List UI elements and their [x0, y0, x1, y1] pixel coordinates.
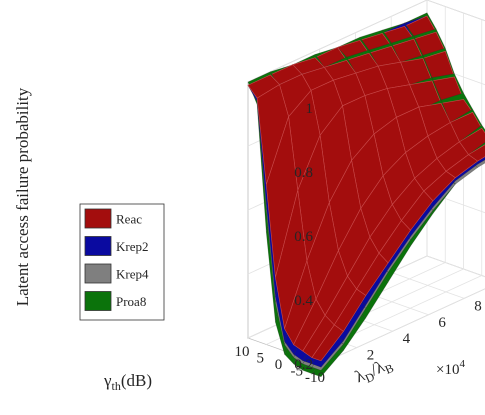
z-tick-label: 0.6	[294, 229, 313, 245]
legend-swatch-reac	[84, 208, 112, 229]
z-tick-label: 1	[306, 101, 314, 117]
z-axis-label: Latent access failure probability	[13, 87, 32, 306]
legend-swatch-krep4	[84, 263, 112, 284]
x-axis-label-sub: th	[112, 379, 121, 393]
x-tick-label: -5	[291, 364, 304, 380]
x-tick-label: 10	[235, 344, 250, 360]
y-axis-label: λD/λB	[352, 354, 396, 390]
legend-label-reac: Reac	[116, 212, 142, 227]
surfaces	[247, 12, 485, 378]
z-tick-label: 0.4	[294, 293, 313, 309]
y-tick-label: 4	[403, 331, 411, 347]
legend-swatch-proa8	[84, 291, 112, 311]
x-axis-label-unit: (dB)	[121, 371, 152, 390]
z-tick-label: 0.8	[294, 165, 313, 181]
x-tick-label: 5	[257, 351, 265, 367]
y-axis-multiplier-base: ×10	[436, 362, 459, 378]
legend-label-krep2: Krep2	[116, 239, 149, 254]
y-axis-multiplier: ×104	[436, 358, 465, 378]
gridline-z	[247, 0, 428, 83]
x-axis-label: γth(dB)	[103, 371, 152, 393]
y-axis-multiplier-exp: 4	[459, 358, 465, 370]
z-tick-label: 0.2	[294, 357, 313, 373]
y-tick-label: 8	[474, 298, 482, 314]
x-tick-label: -10	[305, 370, 325, 386]
legend: Reac Krep2 Krep4 Proa8	[79, 203, 165, 321]
legend-swatch-krep2	[84, 236, 112, 256]
surface-patch-reac	[311, 324, 344, 362]
legend-label-krep4: Krep4	[116, 267, 149, 282]
x-axis-label-main: γ	[103, 371, 112, 390]
x-tick-label: 0	[275, 357, 283, 373]
legend-label-proa8: Proa8	[116, 294, 146, 309]
gridline-gamma	[320, 288, 485, 365]
y-tick-label: 2	[367, 348, 375, 364]
y-tick-label: 6	[438, 315, 446, 331]
